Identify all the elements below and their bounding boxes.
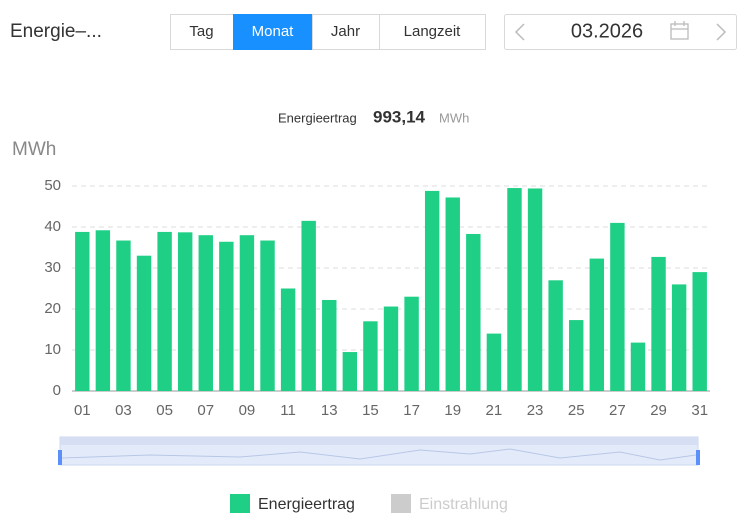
bar [548, 280, 563, 391]
page-title: Energie–... [10, 21, 102, 42]
calendar-icon[interactable] [670, 21, 689, 40]
data-zoom[interactable] [58, 436, 700, 466]
bar [280, 288, 296, 391]
bar [116, 240, 131, 391]
tab[interactable] [379, 14, 486, 50]
bar [177, 232, 193, 391]
legend-label[interactable]: Energieertrag [258, 496, 355, 513]
y-tick-label: 50 [44, 177, 61, 194]
y-tick-label: 30 [44, 259, 61, 276]
x-tick-label: 17 [403, 402, 420, 419]
bar [507, 188, 522, 391]
x-tick-label: 23 [527, 402, 544, 419]
x-tick-label: 19 [444, 402, 461, 419]
bar [136, 255, 152, 391]
bar [424, 190, 440, 391]
bar [75, 231, 90, 391]
tab[interactable] [233, 14, 313, 50]
x-tick-label: 29 [650, 402, 667, 419]
summary-label: Energieertrag [278, 110, 357, 125]
tab[interactable] [312, 14, 380, 50]
date-picker[interactable] [504, 14, 737, 50]
date-value: 03.2026 [571, 20, 643, 42]
bar [198, 235, 213, 391]
bar [239, 235, 255, 391]
x-tick-label: 31 [691, 402, 708, 419]
x-tick-label: 07 [197, 402, 214, 419]
bar [569, 320, 584, 391]
bar [466, 233, 481, 391]
x-tick-label: 13 [321, 402, 338, 419]
x-tick-label: 27 [609, 402, 626, 419]
zoom-handle-bar[interactable] [60, 437, 698, 445]
tab-group: Tag Monat Jahr Langzeit [170, 14, 486, 50]
y-tick-label: 0 [53, 382, 61, 399]
legend-label[interactable]: Einstrahlung [419, 496, 508, 513]
prev-button[interactable] [514, 23, 525, 41]
bar [445, 197, 460, 391]
bar [301, 220, 316, 391]
bar [95, 230, 111, 391]
x-tick-label: 05 [156, 402, 173, 419]
bar [404, 296, 419, 391]
bar [322, 299, 337, 391]
tab-label[interactable]: Langzeit [404, 23, 462, 40]
summary-unit: MWh [439, 110, 469, 125]
bar [260, 240, 275, 391]
bar [527, 188, 543, 391]
y-axis-label: MWh [12, 139, 56, 160]
plot: 0 10 20 30 40 50 01 03 05 07 09 11 13 15 17 19 21 23 25 27 2… [44, 177, 710, 419]
bar [671, 284, 687, 391]
summary-value: 993,14 [373, 107, 426, 126]
legend: Energieertrag Einstrahlung [230, 494, 508, 513]
bar [651, 256, 666, 391]
bar [342, 352, 358, 391]
x-tick-label: 03 [115, 402, 132, 419]
x-tick-label: 21 [486, 402, 503, 419]
bar [486, 333, 502, 391]
bar [610, 222, 625, 391]
bar [157, 231, 172, 391]
bar [692, 272, 707, 391]
tab[interactable] [170, 14, 234, 50]
tab-label[interactable]: Jahr [331, 23, 360, 40]
next-button[interactable] [716, 23, 727, 41]
x-tick-label: 09 [239, 402, 256, 419]
bar [630, 342, 646, 391]
x-tick-label: 25 [568, 402, 585, 419]
y-tick-label: 20 [44, 300, 61, 317]
x-tick-label: 11 [280, 402, 296, 419]
y-tick-label: 40 [44, 218, 61, 235]
bar [363, 321, 378, 391]
zoom-preview [61, 448, 697, 461]
tab-label[interactable]: Monat [252, 23, 295, 40]
zoom-handle[interactable] [696, 450, 700, 465]
x-tick-label: 15 [362, 402, 379, 419]
bar [383, 306, 399, 391]
legend-swatch[interactable] [230, 494, 250, 513]
legend-swatch[interactable] [391, 494, 411, 513]
x-tick-label: 01 [74, 402, 91, 419]
bar [219, 241, 234, 391]
bar [589, 258, 605, 391]
zoom-handle[interactable] [58, 450, 62, 465]
tab-label[interactable]: Tag [189, 23, 213, 40]
y-tick-label: 10 [44, 341, 61, 358]
